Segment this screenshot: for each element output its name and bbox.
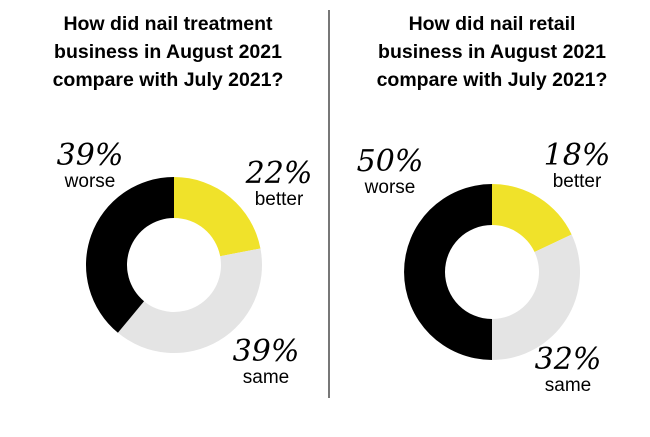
chart-title: How did nail treatment business in Augus… bbox=[8, 10, 328, 94]
chart-title-line: How did nail treatment bbox=[63, 13, 273, 35]
panel-divider bbox=[328, 10, 330, 398]
slice-percent: 32% bbox=[534, 342, 602, 377]
slice-category: same bbox=[242, 367, 290, 388]
donut-slice-same bbox=[117, 248, 262, 354]
slice-percent: 50% bbox=[356, 144, 424, 179]
chart-panel-retail: How did nail retail business in August 2… bbox=[332, 0, 650, 437]
slice-category: same bbox=[544, 375, 592, 396]
donut-slice-worse bbox=[86, 177, 174, 333]
donut-chart bbox=[86, 177, 262, 354]
slice-percent: 39% bbox=[56, 138, 124, 173]
chart-title-line: compare with July 2021? bbox=[52, 69, 284, 91]
chart-title-line: business in August 2021 bbox=[378, 41, 606, 63]
chart-title-line: business in August 2021 bbox=[54, 41, 282, 63]
slice-percent: 39% bbox=[232, 334, 300, 369]
slice-label-same: 39% same bbox=[226, 336, 306, 388]
slice-percent: 22% bbox=[245, 156, 313, 191]
donut-chart bbox=[404, 184, 580, 360]
slice-label-same: 32% same bbox=[528, 344, 608, 396]
chart-title: How did nail retail business in August 2… bbox=[332, 10, 650, 94]
slice-label-better: 22% better bbox=[234, 158, 324, 210]
donut-slice-better bbox=[174, 177, 261, 257]
donut-slice-same bbox=[492, 234, 580, 360]
chart-title-line: How did nail retail bbox=[408, 13, 576, 35]
slice-category: worse bbox=[364, 177, 416, 198]
slice-label-worse: 39% worse bbox=[50, 140, 130, 192]
chart-panel-treatment: How did nail treatment business in Augus… bbox=[8, 0, 328, 437]
slice-category: better bbox=[254, 189, 304, 210]
slice-percent: 18% bbox=[543, 138, 611, 173]
slice-label-worse: 50% worse bbox=[350, 146, 430, 198]
chart-title-line: compare with July 2021? bbox=[376, 69, 608, 91]
slice-label-better: 18% better bbox=[532, 140, 622, 192]
donut-slice-better bbox=[492, 184, 572, 252]
donut-slice-worse bbox=[404, 184, 492, 360]
slice-category: worse bbox=[64, 171, 116, 192]
slice-category: better bbox=[552, 171, 602, 192]
